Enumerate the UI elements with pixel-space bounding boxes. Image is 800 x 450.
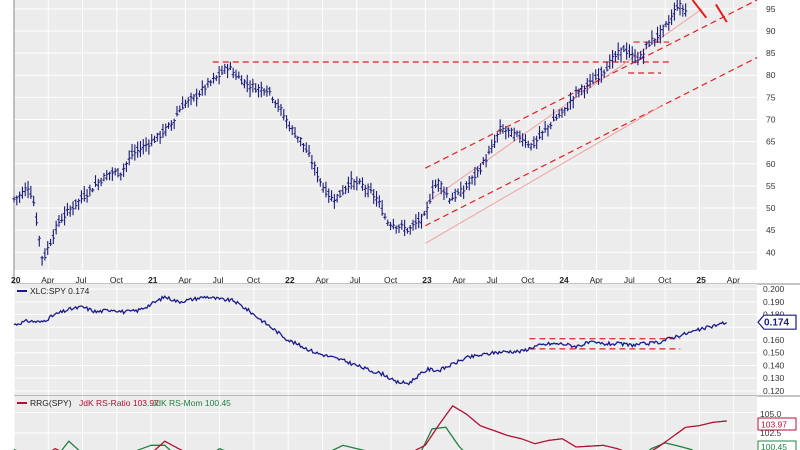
trend-break-mark [691, 0, 708, 19]
rrg-last-ratio-tag: 103.97 [757, 417, 797, 431]
x-tick-label: 25 [696, 275, 706, 285]
price-tick-label: 65 [766, 137, 776, 147]
price-tick-label: 70 [766, 115, 776, 125]
x-tick-label: Apr [178, 275, 191, 285]
trend-channel-line [424, 57, 758, 227]
ratio-y-axis: 0.120 0.130 0.140 0.150 0.160 0.180 0.190 0.200 [763, 284, 785, 396]
x-tick-label: Oct [247, 275, 261, 285]
rrg-lines [13, 405, 727, 450]
rrg-last-mom-tag: 100.45 [757, 440, 797, 450]
ratio-last-value-tag: 0.174 [757, 314, 797, 330]
trend-channel-line [425, 105, 662, 244]
x-tick-label: Apr [453, 275, 466, 285]
price-tick-label: 45 [766, 225, 776, 235]
ratio-panel: 0.120 0.130 0.140 0.150 0.160 0.180 0.190 0.200… [13, 284, 797, 396]
x-tick-label: Jul [487, 275, 498, 285]
price-tick-label: 75 [766, 92, 776, 102]
ratio-tick-label: 0.190 [763, 297, 785, 307]
x-tick-label: Jul [624, 275, 635, 285]
ratio-tick-label: 0.140 [763, 360, 785, 370]
rrg-grid [13, 396, 757, 450]
price-y-axis: 40 45 50 55 60 65 70 75 80 85 90 95 [766, 4, 776, 257]
trend-channel-line [424, 8, 703, 205]
rrg-legend-mom: JdK RS-Mom 100.45 [152, 398, 231, 408]
ratio-last-value-box [757, 314, 797, 330]
ratio-tick-label: 0.160 [763, 335, 785, 345]
x-tick-label: 20 [11, 275, 21, 285]
rrg-mom-value-label: 100.45 [761, 442, 787, 450]
price-tick-label: 50 [766, 203, 776, 213]
x-tick-label: Apr [727, 275, 740, 285]
x-tick-label: Oct [521, 275, 535, 285]
price-bars [12, 0, 688, 266]
ratio-line [13, 295, 728, 386]
rrg-tick-label: 102.5 [760, 428, 782, 438]
x-tick-label: Oct [658, 275, 672, 285]
price-panel-background [14, 0, 757, 270]
rrg-y-axis: 105.0 102.5 [760, 409, 782, 438]
rrg-panel: RRG(SPY) JdK RS-Ratio 103.97 JdK RS-Mom … [13, 396, 797, 450]
rrg-legend-ratio: JdK RS-Ratio 103.97 [79, 398, 159, 408]
ratio-grid [13, 284, 757, 396]
price-tick-label: 95 [766, 4, 776, 14]
price-x-axis: 20 Apr Jul Oct 21 Apr Jul Oct 22 Apr Jul Oct 23 Apr Ju… [11, 275, 740, 285]
ratio-tick-label: 0.180 [763, 310, 785, 320]
rrg-panel-background [14, 396, 757, 450]
x-tick-label: 22 [285, 275, 295, 285]
x-tick-label: 24 [559, 275, 569, 285]
price-tick-label: 55 [766, 181, 776, 191]
x-tick-label: 23 [422, 275, 432, 285]
x-tick-label: Oct [384, 275, 398, 285]
x-tick-label: Apr [315, 275, 328, 285]
ratio-series-line [13, 295, 728, 386]
price-tick-label: 40 [766, 247, 776, 257]
price-tick-label: 90 [766, 26, 776, 36]
rrg-legend: RRG(SPY) JdK RS-Ratio 103.97 JdK RS-Mom … [17, 398, 231, 408]
rrg-legend-prefix: RRG(SPY) [30, 398, 72, 408]
price-panel: 40 45 50 55 60 65 70 75 80 85 90 95 20 Apr Jul Oct 21 Ap… [11, 0, 776, 450]
price-tick-label: 60 [766, 159, 776, 169]
x-tick-label: Jul [350, 275, 361, 285]
trend-channel-line [424, 0, 758, 169]
rs-ratio-line [51, 405, 727, 450]
ratio-tick-label: 0.130 [763, 373, 785, 383]
ratio-last-value-label: 0.174 [764, 318, 789, 329]
ratio-annotations [529, 338, 681, 350]
ratio-legend-text: XLC:SPY 0.174 [30, 286, 90, 296]
price-tick-label: 85 [766, 48, 776, 58]
ratio-tick-label: 0.120 [763, 386, 785, 396]
ratio-tick-label: 0.150 [763, 348, 785, 358]
rrg-ratio-value-box [757, 417, 797, 431]
price-annotations [212, 0, 758, 244]
rrg-mom-value-box [757, 440, 797, 450]
price-tick-label: 80 [766, 70, 776, 80]
x-tick-label: 21 [148, 275, 158, 285]
rrg-ratio-value-label: 103.97 [761, 420, 787, 430]
ratio-legend: XLC:SPY 0.174 [17, 286, 90, 296]
rrg-tick-label: 105.0 [760, 409, 782, 419]
ratio-tick-label: 0.200 [763, 284, 785, 294]
x-tick-label: Jul [76, 275, 87, 285]
x-tick-label: Jul [213, 275, 224, 285]
trend-break-mark [715, 3, 728, 23]
rs-momentum-line [13, 426, 693, 450]
x-tick-label: Oct [110, 275, 124, 285]
x-tick-label: Apr [41, 275, 54, 285]
x-tick-label: Apr [590, 275, 603, 285]
